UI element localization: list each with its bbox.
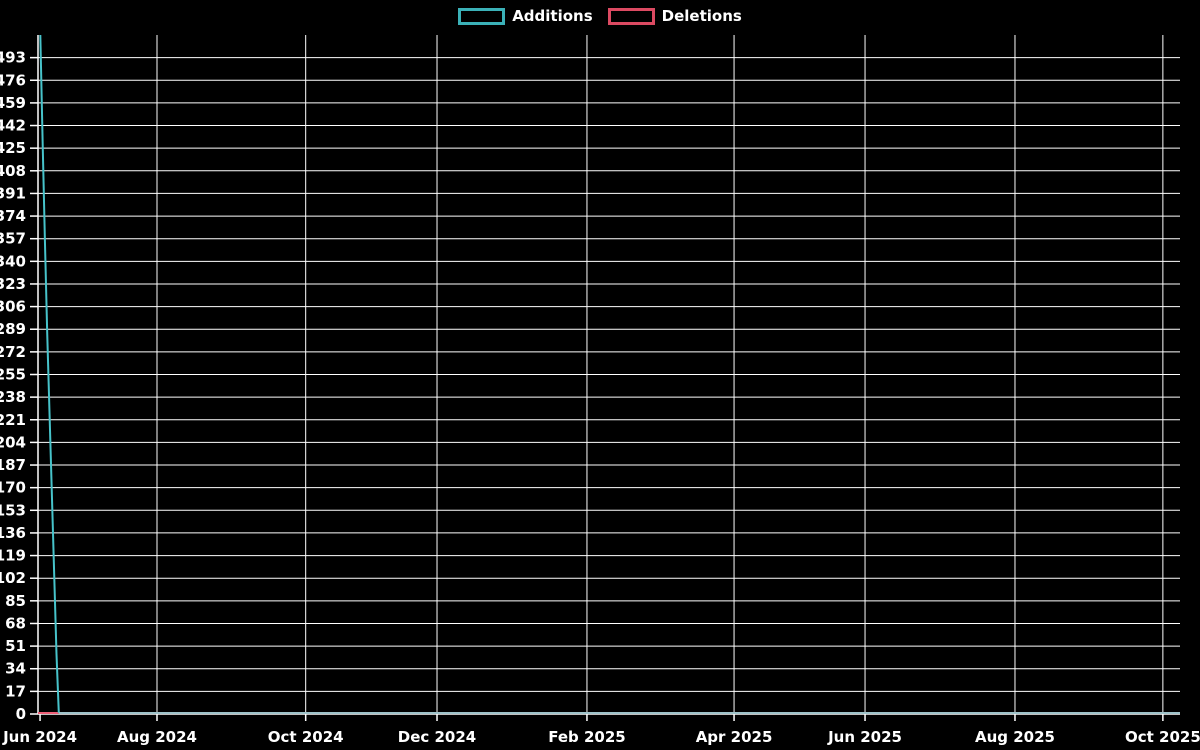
- additions-swatch-icon: [458, 8, 506, 25]
- y-tick-label: 357: [0, 230, 26, 248]
- x-tick-label: Jun 2024: [2, 728, 77, 746]
- legend-item-deletions: Deletions: [607, 7, 742, 25]
- y-tick-label: 425: [0, 139, 26, 157]
- y-tick-label: 476: [0, 71, 26, 89]
- x-tick-label: Aug 2025: [975, 728, 1055, 746]
- x-tick-label: Jun 2025: [827, 728, 902, 746]
- grid-layer: [38, 35, 1180, 715]
- x-tick-label: Feb 2025: [548, 728, 626, 746]
- legend-item-additions: Additions: [458, 7, 593, 25]
- y-tick-label: 34: [5, 660, 26, 678]
- x-tick-label: Oct 2024: [268, 728, 344, 746]
- y-tick-label: 170: [0, 479, 26, 497]
- tick-labels: 0 17 34 51 68 85 102 119 136 153 170 187 204 221 238 25…: [0, 49, 1200, 746]
- y-tick-label: 102: [0, 569, 26, 587]
- y-tick-label: 51: [5, 637, 26, 655]
- y-tick-label: 153: [0, 501, 26, 519]
- y-tick-label: 136: [0, 524, 26, 542]
- y-tick-label: 204: [0, 433, 26, 451]
- y-tick-label: 408: [0, 162, 26, 180]
- y-tick-label: 119: [0, 547, 26, 565]
- y-tick-label: 187: [0, 456, 26, 474]
- legend-label-additions: Additions: [512, 7, 593, 25]
- x-tick-label: Aug 2024: [117, 728, 197, 746]
- y-tick-label: 391: [0, 184, 26, 202]
- x-tick-label: Oct 2025: [1125, 728, 1200, 746]
- chart-legend: Additions Deletions: [0, 8, 1200, 25]
- y-tick-label: 68: [5, 614, 26, 632]
- tick-marks: [30, 56, 1164, 721]
- y-tick-label: 272: [0, 343, 26, 361]
- x-tick-label: Apr 2025: [696, 728, 773, 746]
- y-tick-label: 323: [0, 275, 26, 293]
- y-tick-label: 306: [0, 298, 26, 316]
- y-tick-label: 493: [0, 49, 26, 67]
- y-tick-label: 85: [5, 592, 26, 610]
- y-tick-label: 374: [0, 207, 26, 225]
- y-tick-label: 289: [0, 320, 26, 338]
- y-tick-label: 340: [0, 252, 26, 270]
- legend-label-deletions: Deletions: [661, 7, 742, 25]
- y-tick-label: 442: [0, 117, 26, 135]
- y-tick-label: 221: [0, 411, 26, 429]
- y-tick-label: 255: [0, 366, 26, 384]
- y-tick-label: 238: [0, 388, 26, 406]
- series-additions: [39, 34, 1180, 714]
- x-tick-label: Dec 2024: [398, 728, 477, 746]
- y-tick-label: 0: [16, 705, 26, 723]
- y-tick-label: 459: [0, 94, 26, 112]
- deletions-swatch-icon: [607, 8, 655, 25]
- y-tick-label: 17: [5, 682, 26, 700]
